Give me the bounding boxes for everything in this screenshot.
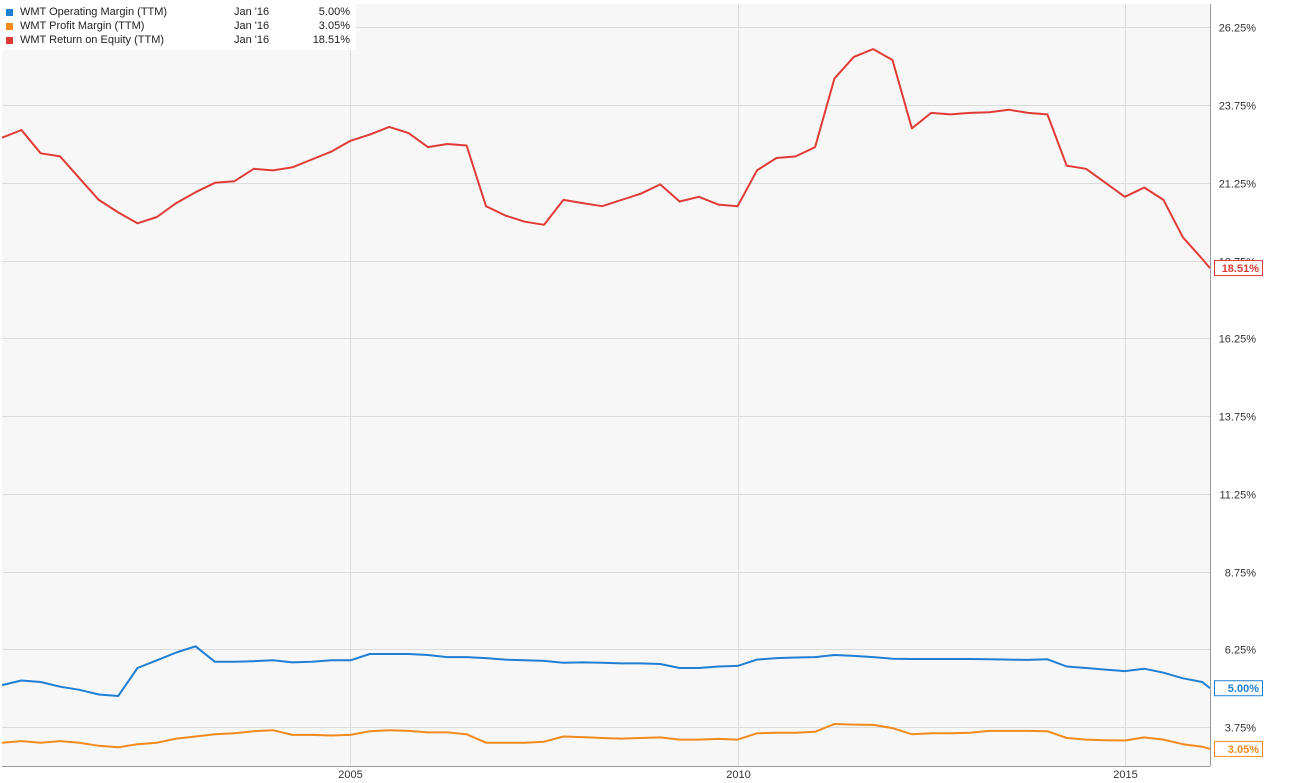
y-tick-label: 16.25%	[1219, 334, 1257, 346]
series-line-return-on-equity	[1, 48, 1211, 269]
legend-series-name: WMT Return on Equity (TTM)	[20, 34, 165, 46]
end-label-text: 5.00%	[1228, 683, 1259, 695]
end-label-box	[1214, 680, 1263, 697]
y-tick-label: 6.25%	[1225, 645, 1256, 657]
legend-swatch	[6, 37, 13, 44]
legend-date: Jan '16	[234, 34, 270, 46]
y-tick-label: 21.25%	[1219, 179, 1257, 191]
axes: 3.75%6.25%8.75%11.25%13.75%16.25%18.75%2…	[2, 4, 1256, 781]
end-label-profit-margin: 3.05%	[1214, 740, 1263, 757]
y-tick-label: 8.75%	[1225, 568, 1256, 580]
end-label-return-on-equity: 18.51%	[1214, 260, 1263, 277]
legend-value: 18.51%	[312, 34, 350, 46]
legend: WMT Operating Margin (TTM) Jan '16 5.00%…	[0, 0, 356, 50]
y-tick-label: 3.75%	[1225, 723, 1256, 735]
end-value-labels: 5.00% 3.05% 18.51%	[1214, 260, 1263, 757]
y-tick-label: 23.75%	[1219, 101, 1257, 113]
y-tick-label: 11.25%	[1220, 490, 1257, 502]
legend-value: 3.05%	[318, 20, 350, 32]
grid-lines	[2, 4, 1210, 766]
x-tick-label: 2010	[726, 769, 750, 781]
legend-swatch	[6, 9, 13, 16]
legend-item-profit-margin[interactable]: WMT Profit Margin (TTM) Jan '16 3.05%	[0, 20, 356, 34]
series-lines	[1, 48, 1211, 750]
legend-date: Jan '16	[234, 6, 270, 18]
legend-item-return-on-equity[interactable]: WMT Return on Equity (TTM) Jan '16 18.51…	[0, 34, 356, 48]
legend-series-name: WMT Profit Margin (TTM)	[20, 20, 145, 32]
end-label-box	[1214, 260, 1263, 277]
x-tick-label: 2015	[1113, 769, 1137, 781]
plot-background	[2, 4, 1210, 766]
end-label-text: 18.51%	[1222, 263, 1260, 275]
y-tick-label: 26.25%	[1219, 23, 1257, 35]
y-tick-label: 13.75%	[1219, 412, 1257, 424]
legend-item-operating-margin[interactable]: WMT Operating Margin (TTM) Jan '16 5.00%	[0, 6, 356, 20]
x-tick-label: 2005	[338, 769, 362, 781]
series-line-profit-margin	[1, 723, 1211, 750]
legend-value: 5.00%	[318, 6, 350, 18]
end-label-box	[1214, 740, 1263, 757]
legend-date: Jan '16	[234, 20, 270, 32]
end-label-operating-margin: 5.00%	[1214, 680, 1263, 697]
legend-series-name: WMT Operating Margin (TTM)	[20, 6, 168, 18]
legend-swatch	[6, 23, 13, 30]
series-line-operating-margin	[1, 645, 1211, 697]
end-label-text: 3.05%	[1228, 744, 1259, 756]
